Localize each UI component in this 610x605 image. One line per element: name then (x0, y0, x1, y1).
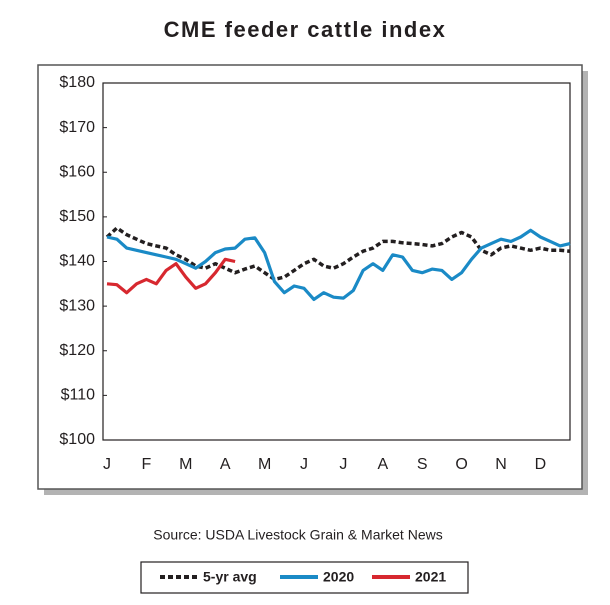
x-tick-label: M (179, 456, 192, 473)
series-line (106, 257, 236, 295)
x-tick-label: S (417, 456, 428, 473)
x-tick-label: J (103, 456, 111, 473)
y-tick-label: $180 (59, 74, 95, 91)
x-tick-label: A (377, 456, 388, 473)
x-tick-label: N (495, 456, 507, 473)
y-tick-label: $120 (59, 342, 95, 359)
source-note: Source: USDA Livestock Grain & Market Ne… (153, 527, 442, 543)
legend-label: 2020 (323, 569, 354, 585)
x-tick-label: J (339, 456, 347, 473)
y-tick-label: $170 (59, 119, 95, 136)
y-tick-label: $130 (59, 297, 95, 314)
panel (37, 64, 583, 490)
legend-label: 5-yr avg (203, 569, 257, 585)
chart-title: CME feeder cattle index (164, 17, 447, 42)
x-tick-label: A (220, 456, 231, 473)
y-tick-label: $150 (59, 208, 95, 225)
x-tick-label: F (142, 456, 152, 473)
series-line (105, 226, 571, 282)
x-tick-label: M (258, 456, 271, 473)
x-tick-label: O (455, 456, 467, 473)
x-tick-label: J (300, 456, 308, 473)
legend-label: 2021 (415, 569, 446, 585)
x-tick-label: D (535, 456, 547, 473)
y-tick-label: $160 (59, 163, 95, 180)
series-line (106, 228, 571, 301)
y-tick-label: $140 (59, 253, 95, 270)
y-tick-label: $100 (59, 431, 95, 448)
y-tick-label: $110 (61, 387, 96, 404)
